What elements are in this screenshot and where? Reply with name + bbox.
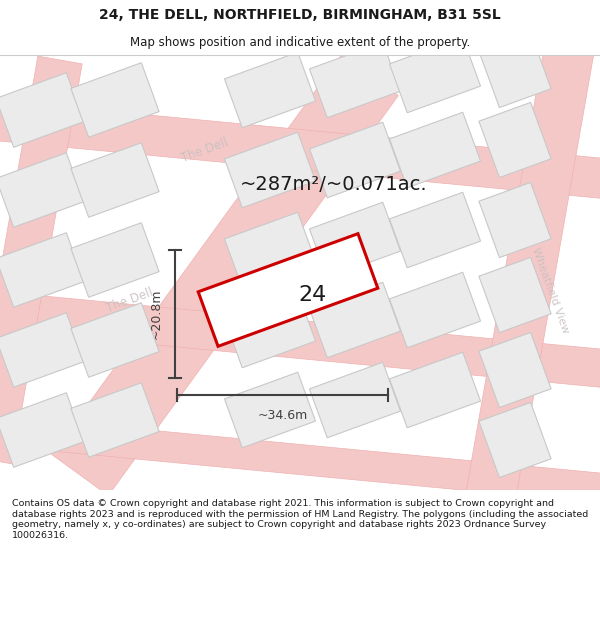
Polygon shape <box>52 54 398 496</box>
Polygon shape <box>71 382 159 458</box>
Polygon shape <box>224 132 316 208</box>
Text: The Dell: The Dell <box>180 136 230 164</box>
Polygon shape <box>389 272 481 348</box>
Polygon shape <box>0 56 82 464</box>
Polygon shape <box>224 292 316 367</box>
Polygon shape <box>310 202 401 278</box>
Polygon shape <box>389 192 481 268</box>
Polygon shape <box>0 100 600 200</box>
Text: The Dell: The Dell <box>105 286 155 314</box>
Text: ~34.6m: ~34.6m <box>257 409 308 422</box>
Text: 24: 24 <box>299 285 327 305</box>
Polygon shape <box>466 41 595 504</box>
Polygon shape <box>310 122 401 198</box>
Text: Contains OS data © Crown copyright and database right 2021. This information is : Contains OS data © Crown copyright and d… <box>12 499 588 539</box>
Polygon shape <box>310 282 401 357</box>
Polygon shape <box>224 372 316 448</box>
Text: Wheatfield View: Wheatfield View <box>530 246 570 334</box>
Polygon shape <box>310 362 401 438</box>
Polygon shape <box>479 332 551 408</box>
Polygon shape <box>0 312 84 388</box>
Polygon shape <box>0 232 84 308</box>
Text: ~287m²/~0.071ac.: ~287m²/~0.071ac. <box>240 176 428 194</box>
Polygon shape <box>389 38 481 112</box>
Polygon shape <box>224 213 316 288</box>
Polygon shape <box>479 182 551 258</box>
Polygon shape <box>479 402 551 478</box>
Polygon shape <box>479 32 551 108</box>
Polygon shape <box>0 392 84 468</box>
Polygon shape <box>224 52 316 127</box>
Polygon shape <box>0 152 84 228</box>
Polygon shape <box>198 234 378 346</box>
Polygon shape <box>0 415 600 505</box>
Polygon shape <box>479 258 551 332</box>
Polygon shape <box>0 72 84 148</box>
Polygon shape <box>0 291 600 389</box>
Text: ~20.8m: ~20.8m <box>150 289 163 339</box>
Polygon shape <box>71 222 159 298</box>
Polygon shape <box>71 62 159 138</box>
Polygon shape <box>389 112 481 188</box>
Polygon shape <box>389 352 481 428</box>
Text: 24, THE DELL, NORTHFIELD, BIRMINGHAM, B31 5SL: 24, THE DELL, NORTHFIELD, BIRMINGHAM, B3… <box>99 8 501 22</box>
Polygon shape <box>310 42 401 118</box>
Polygon shape <box>71 302 159 378</box>
Text: Map shows position and indicative extent of the property.: Map shows position and indicative extent… <box>130 36 470 49</box>
Polygon shape <box>479 102 551 178</box>
Polygon shape <box>71 142 159 218</box>
